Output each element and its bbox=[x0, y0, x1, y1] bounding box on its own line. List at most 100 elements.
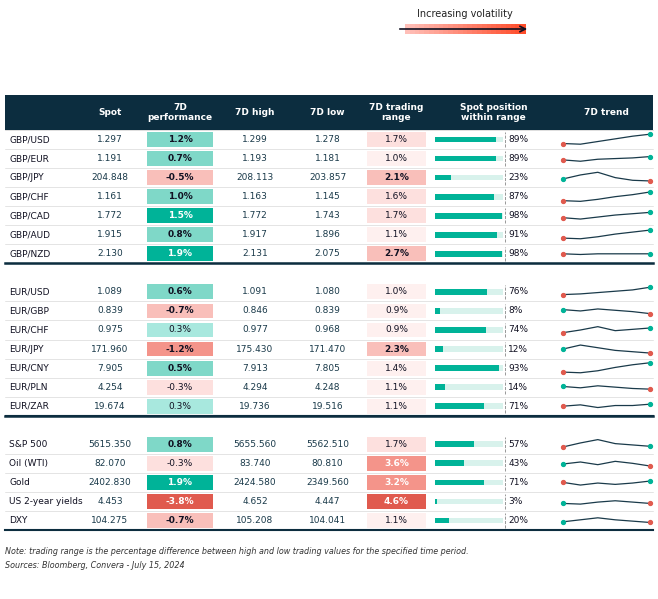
Bar bbox=[147, 494, 213, 509]
Bar bbox=[435, 175, 451, 180]
Bar bbox=[367, 380, 426, 395]
Bar bbox=[367, 399, 426, 414]
Text: 2.075: 2.075 bbox=[315, 249, 340, 258]
Bar bbox=[435, 518, 503, 524]
Bar bbox=[435, 403, 484, 409]
Bar bbox=[367, 170, 426, 185]
Text: 7D high: 7D high bbox=[236, 108, 275, 117]
Text: Increasing volatility: Increasing volatility bbox=[417, 9, 513, 19]
Text: EUR/GBP: EUR/GBP bbox=[9, 307, 49, 316]
Text: 89%: 89% bbox=[509, 135, 528, 144]
Text: 1.161: 1.161 bbox=[97, 192, 123, 201]
Bar bbox=[5, 130, 653, 149]
Text: 1.896: 1.896 bbox=[315, 230, 340, 239]
Text: 1.091: 1.091 bbox=[242, 288, 268, 297]
Bar bbox=[435, 461, 465, 466]
Text: US 2-year yields: US 2-year yields bbox=[9, 497, 83, 506]
Text: 1.297: 1.297 bbox=[97, 135, 123, 144]
Text: 1.193: 1.193 bbox=[242, 154, 268, 163]
Bar bbox=[435, 194, 494, 199]
Text: 5615.350: 5615.350 bbox=[88, 440, 132, 449]
Bar bbox=[367, 361, 426, 376]
Bar bbox=[467, 24, 472, 34]
Bar bbox=[435, 385, 503, 390]
Text: 1.145: 1.145 bbox=[315, 192, 340, 201]
Text: 1.7%: 1.7% bbox=[385, 135, 408, 144]
Bar bbox=[367, 456, 426, 471]
Text: Note: trading range is the percentage difference between high and low trading va: Note: trading range is the percentage di… bbox=[5, 546, 468, 555]
Bar bbox=[435, 213, 502, 219]
Text: 1.089: 1.089 bbox=[97, 288, 123, 297]
Text: 1.5%: 1.5% bbox=[168, 211, 192, 220]
Text: 1.299: 1.299 bbox=[242, 135, 268, 144]
Text: 1.1%: 1.1% bbox=[385, 383, 408, 392]
Text: DXY: DXY bbox=[9, 516, 28, 525]
Text: 5562.510: 5562.510 bbox=[306, 440, 349, 449]
Bar bbox=[435, 137, 496, 143]
Text: 4.447: 4.447 bbox=[315, 497, 340, 506]
Bar bbox=[453, 24, 459, 34]
Bar bbox=[147, 361, 213, 376]
Text: GBP/USD: GBP/USD bbox=[9, 135, 49, 144]
Text: 0.8%: 0.8% bbox=[168, 230, 192, 239]
Bar bbox=[435, 403, 503, 409]
Text: 5655.560: 5655.560 bbox=[234, 440, 276, 449]
Bar bbox=[5, 511, 653, 530]
Text: 1.4%: 1.4% bbox=[385, 364, 408, 373]
Bar bbox=[424, 24, 430, 34]
Bar bbox=[147, 189, 213, 204]
Bar bbox=[5, 377, 653, 397]
Bar bbox=[435, 251, 502, 256]
Bar bbox=[147, 475, 213, 490]
Text: 93%: 93% bbox=[509, 364, 528, 373]
Bar bbox=[5, 187, 653, 206]
Text: 4.248: 4.248 bbox=[315, 383, 340, 392]
Bar bbox=[367, 151, 426, 166]
Text: 23%: 23% bbox=[509, 173, 528, 182]
Bar bbox=[435, 327, 486, 333]
Text: 175.430: 175.430 bbox=[236, 344, 274, 353]
Bar bbox=[435, 232, 503, 238]
Text: 1.772: 1.772 bbox=[242, 211, 268, 220]
Text: Oil (WTI): Oil (WTI) bbox=[9, 459, 48, 468]
Text: 74%: 74% bbox=[509, 325, 528, 334]
Text: 3%: 3% bbox=[509, 497, 522, 506]
Text: 71%: 71% bbox=[509, 478, 528, 487]
Text: 8%: 8% bbox=[509, 307, 522, 316]
Bar bbox=[147, 513, 213, 528]
Bar bbox=[435, 308, 440, 314]
Text: 0.3%: 0.3% bbox=[168, 402, 191, 411]
Text: 1.1%: 1.1% bbox=[385, 516, 408, 525]
Bar bbox=[410, 24, 415, 34]
Text: 1.7%: 1.7% bbox=[385, 211, 408, 220]
Text: 1.191: 1.191 bbox=[97, 154, 123, 163]
Text: 0.968: 0.968 bbox=[315, 325, 340, 334]
Bar bbox=[367, 437, 426, 452]
Bar bbox=[496, 24, 501, 34]
Text: S&P 500: S&P 500 bbox=[9, 440, 47, 449]
Text: EUR/PLN: EUR/PLN bbox=[9, 383, 47, 392]
Text: 76%: 76% bbox=[509, 288, 528, 297]
Bar bbox=[5, 149, 653, 168]
Text: Gold: Gold bbox=[9, 478, 30, 487]
Text: GBP/EUR: GBP/EUR bbox=[9, 154, 49, 163]
Text: 2424.580: 2424.580 bbox=[234, 478, 276, 487]
Text: 104.041: 104.041 bbox=[309, 516, 346, 525]
Text: GBP/CAD: GBP/CAD bbox=[9, 211, 50, 220]
Bar bbox=[147, 151, 213, 166]
Text: EUR/JPY: EUR/JPY bbox=[9, 344, 43, 353]
Text: GBP/NZD: GBP/NZD bbox=[9, 249, 50, 258]
Text: -1.2%: -1.2% bbox=[166, 344, 194, 353]
Text: 1.0%: 1.0% bbox=[385, 154, 408, 163]
Bar bbox=[5, 492, 653, 511]
Text: 4.652: 4.652 bbox=[242, 497, 268, 506]
Bar bbox=[435, 365, 499, 371]
Bar bbox=[5, 397, 653, 416]
Text: 4.6%: 4.6% bbox=[384, 497, 409, 506]
Bar bbox=[367, 475, 426, 490]
Text: GBP/AUD: GBP/AUD bbox=[9, 230, 50, 239]
Bar bbox=[435, 156, 503, 161]
Bar bbox=[5, 225, 653, 244]
Bar bbox=[435, 289, 503, 295]
Text: 4.453: 4.453 bbox=[97, 497, 123, 506]
